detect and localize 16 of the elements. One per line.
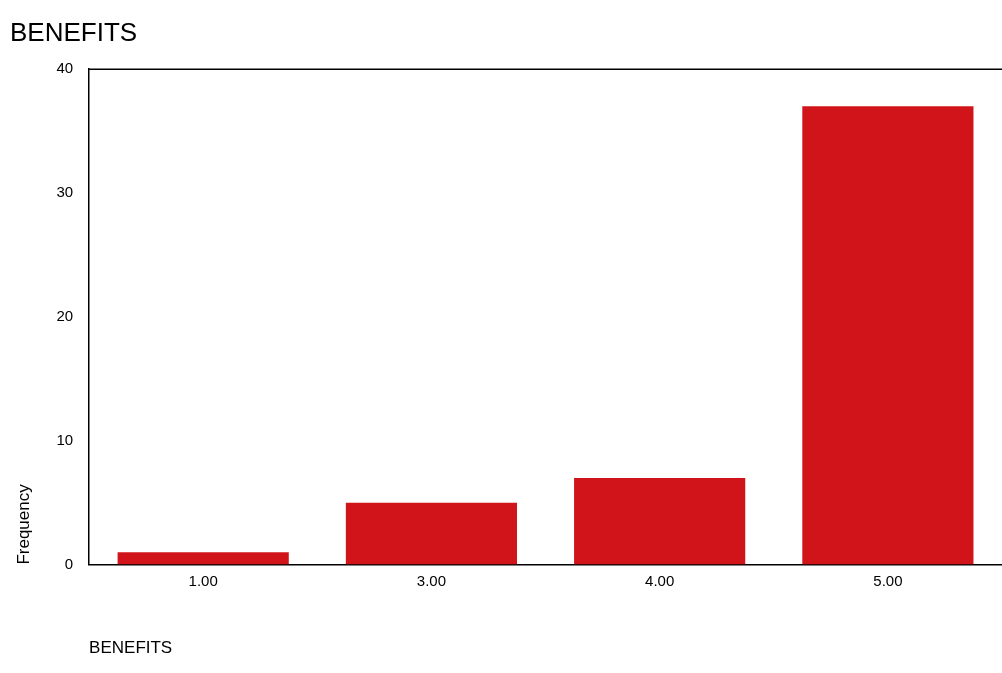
y-tick-label: 20 — [56, 307, 74, 325]
y-tick-label: 40 — [56, 59, 74, 77]
bar — [802, 106, 974, 565]
y-axis-title: Frequency — [13, 483, 33, 565]
y-tick-label: 30 — [56, 183, 74, 201]
y-tick-label: 0 — [64, 554, 74, 572]
x-tick-label: 5.00 — [873, 571, 903, 589]
chart-title: BENEFITS — [10, 16, 138, 47]
bar — [345, 502, 518, 565]
x-tick-label: 4.00 — [645, 571, 675, 589]
x-tick-label: 1.00 — [188, 571, 218, 589]
x-axis-title: BENEFITS — [89, 638, 173, 658]
bar — [574, 477, 746, 565]
y-tick-label: 10 — [56, 430, 74, 448]
bar — [117, 552, 289, 565]
x-tick-label: 3.00 — [416, 571, 447, 589]
